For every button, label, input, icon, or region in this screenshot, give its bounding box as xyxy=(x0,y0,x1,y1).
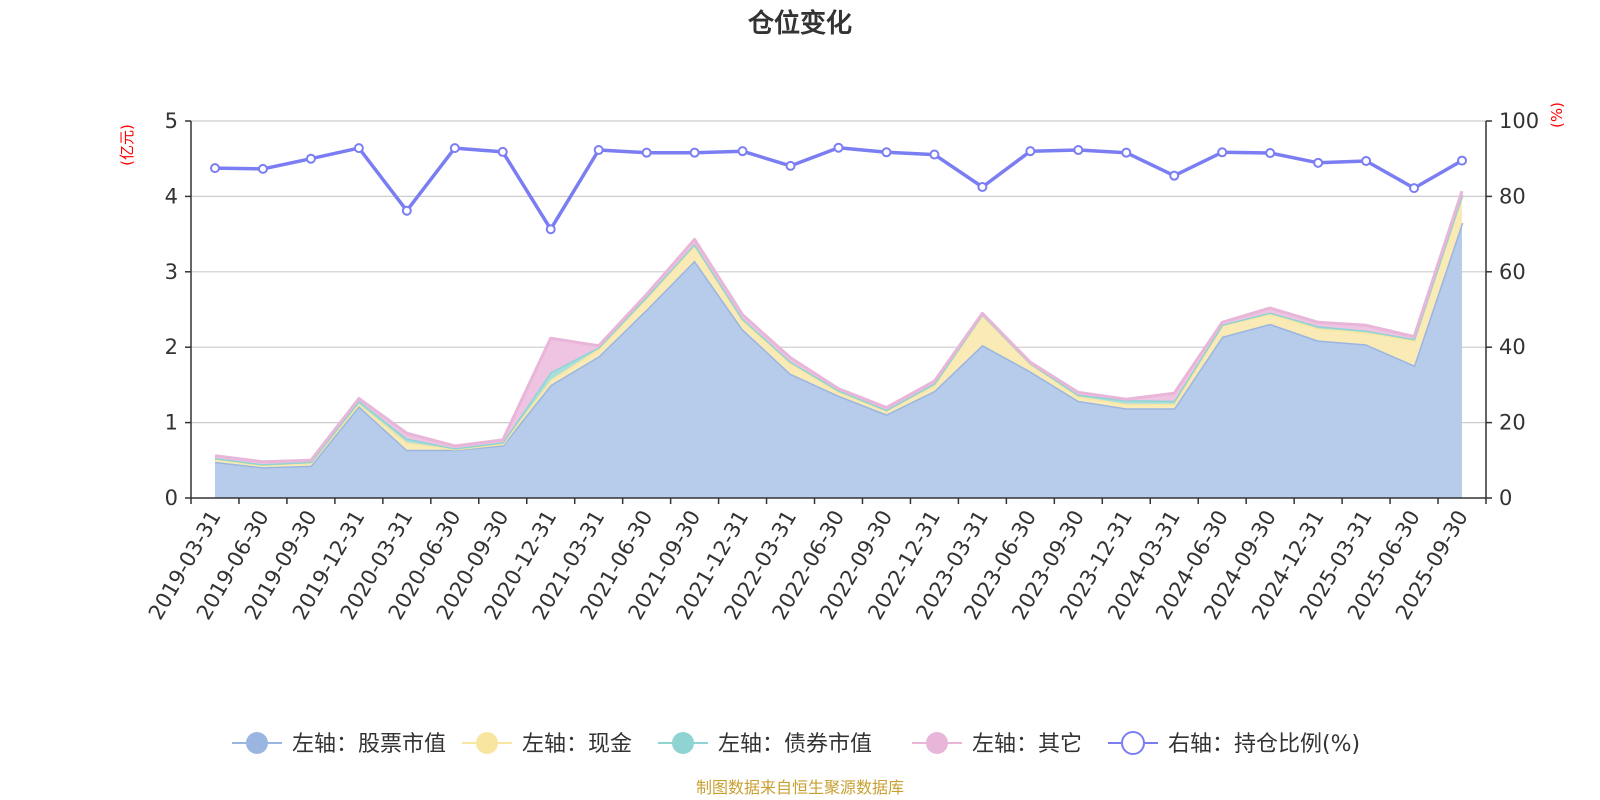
ratio-point xyxy=(833,142,844,153)
ratio-point xyxy=(1169,170,1180,181)
ratio-point xyxy=(1361,155,1372,166)
ratio-point xyxy=(641,147,652,158)
legend: 左轴：股票市值 左轴：现金 左轴：债券市值 左轴：其它 右轴：持仓比例(%) xyxy=(232,731,1360,757)
area-series xyxy=(214,190,1464,499)
ratio-point xyxy=(497,146,508,157)
ratio-point xyxy=(737,146,748,157)
area-fill xyxy=(215,191,1462,465)
ratio-point xyxy=(401,205,412,216)
legend-item: 左轴：其它 xyxy=(912,732,1082,757)
legend-marker xyxy=(926,732,948,754)
right-axis-unit: (%) xyxy=(1548,102,1566,128)
chart-title: 仓位变化 xyxy=(747,8,852,39)
legend-item: 左轴：现金 xyxy=(462,732,632,757)
area-top-line xyxy=(214,190,1464,464)
right-axis-label: 0 xyxy=(1499,486,1512,510)
ratio-point xyxy=(1409,183,1420,194)
left-axis-label: 2 xyxy=(165,335,178,359)
ratio-point xyxy=(1313,157,1324,168)
ratio-point xyxy=(1073,145,1084,156)
ratio-point xyxy=(1457,155,1468,166)
legend-label: 左轴：其它 xyxy=(972,732,1082,757)
ratio-point xyxy=(689,147,700,158)
legend-label: 左轴：现金 xyxy=(522,732,632,757)
ratio-line-series xyxy=(209,142,1468,235)
legend-label: 右轴：持仓比例(%) xyxy=(1168,732,1360,757)
ratio-point xyxy=(209,163,220,174)
legend-item: 右轴：持仓比例(%) xyxy=(1108,731,1360,757)
ratio-point xyxy=(593,145,604,156)
ratio-point xyxy=(881,147,892,158)
data-source-note: 制图数据来自恒生聚源数据库 xyxy=(696,778,904,797)
legend-label: 左轴：股票市值 xyxy=(292,732,446,757)
ratio-line xyxy=(214,146,1463,231)
right-axis-label: 40 xyxy=(1499,335,1526,359)
ratio-point xyxy=(305,153,316,164)
ratio-point xyxy=(1025,146,1036,157)
legend-marker xyxy=(672,732,694,754)
ratio-point xyxy=(785,160,796,171)
legend-label: 左轴：债券市值 xyxy=(718,732,872,757)
left-axis-label: 3 xyxy=(165,260,178,284)
ratio-point xyxy=(353,143,364,154)
left-axis-label: 1 xyxy=(165,411,178,435)
right-axis-label: 100 xyxy=(1499,109,1539,133)
ratio-point xyxy=(1265,148,1276,159)
ratio-point xyxy=(929,149,940,160)
ratio-point xyxy=(449,143,460,154)
ratio-point xyxy=(257,163,268,174)
left-axis-label: 4 xyxy=(165,184,178,208)
legend-marker xyxy=(1121,731,1145,755)
ratio-point xyxy=(1121,147,1132,158)
right-axis-label: 60 xyxy=(1499,260,1526,284)
right-axis-label: 20 xyxy=(1499,411,1526,435)
left-axis-label: 0 xyxy=(165,486,178,510)
legend-marker xyxy=(246,732,268,754)
ratio-point xyxy=(977,181,988,192)
left-axis-unit: (亿元) xyxy=(118,124,136,166)
legend-item: 左轴：股票市值 xyxy=(232,732,446,757)
right-axis-label: 80 xyxy=(1499,184,1526,208)
legend-item: 左轴：债券市值 xyxy=(658,732,872,757)
ratio-point xyxy=(1217,147,1228,158)
area-fill xyxy=(215,222,1462,499)
legend-marker xyxy=(476,732,498,754)
ratio-point xyxy=(545,224,556,235)
left-axis-label: 5 xyxy=(165,109,178,133)
